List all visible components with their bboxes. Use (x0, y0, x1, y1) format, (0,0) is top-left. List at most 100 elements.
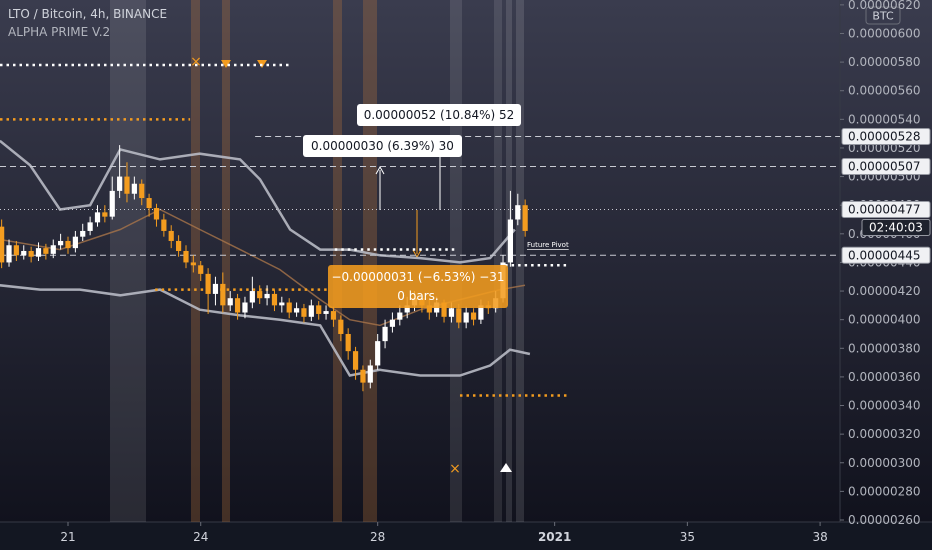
candle-body (220, 283, 226, 306)
candle-body (227, 298, 233, 306)
y-tick-label: 0.00000280 (848, 484, 921, 498)
x-tick-label: 38 (812, 530, 827, 544)
y-tick-label: 0.00000380 (848, 341, 921, 355)
candle-body (426, 305, 432, 313)
candle-body (441, 302, 447, 317)
measure-text: 0.00000052 (10.84%) 52 (364, 108, 515, 122)
candle-body (43, 248, 49, 254)
candle-body (153, 208, 160, 220)
x-tick-label: 24 (193, 530, 208, 544)
candle-body (522, 205, 528, 231)
candle-body (286, 302, 292, 313)
candle-body (146, 198, 152, 209)
candle-body (131, 183, 137, 194)
candle-body (117, 176, 123, 191)
candle-body (257, 291, 263, 299)
cross-marker: × (190, 54, 202, 70)
candle-body (87, 222, 93, 231)
price-tag-label: 0.00000528 (848, 130, 921, 144)
candle-body (448, 308, 455, 317)
measure-text: 0.00000030 (6.39%) 30 (311, 139, 454, 153)
candle-body (301, 308, 307, 317)
candle-body (338, 319, 344, 334)
countdown-tag (861, 218, 931, 236)
candle-body (323, 311, 329, 314)
currency-label[interactable]: BTC (872, 10, 894, 23)
band (191, 0, 200, 522)
candle-body (279, 302, 285, 306)
measure-box (303, 135, 462, 157)
candle-body (198, 265, 204, 274)
candle-body (397, 312, 403, 320)
candle-body (382, 326, 388, 342)
candle-body (94, 212, 101, 223)
candle-body (345, 333, 351, 352)
measure-detail: 0 bars. (397, 289, 438, 303)
y-tick-label: 0.00000600 (848, 26, 921, 40)
price-tag-label: 0.00000477 (848, 202, 921, 216)
triangle-down (221, 60, 231, 68)
price-tag-label: 0.00000445 (848, 248, 921, 262)
candle-body (367, 365, 373, 383)
candle-body (21, 250, 27, 256)
candle-body (58, 240, 64, 246)
candle-body (183, 250, 189, 263)
band-line (0, 284, 531, 377)
candle-body (389, 319, 396, 327)
x-tick-label: 35 (680, 530, 695, 544)
candle-body (80, 230, 86, 237)
candle-body (360, 369, 366, 383)
band (110, 0, 146, 522)
candle-body (308, 305, 314, 317)
chart-title: LTO / Bitcoin, 4h, BINANCE (8, 7, 167, 21)
candle-body (205, 273, 211, 294)
indicator-name: ALPHA PRIME V.2 (8, 25, 110, 39)
candle-body (50, 245, 56, 254)
candle-body (242, 302, 248, 313)
y-tick-label: 0.00000340 (848, 399, 921, 413)
candle-body (168, 230, 174, 241)
candle-body (124, 176, 130, 194)
candle-body (109, 190, 115, 217)
y-tick-label: 0.00000320 (848, 427, 921, 441)
candle-body (65, 240, 71, 249)
candle-body (375, 341, 381, 366)
candle-body (456, 308, 462, 323)
candle-body (515, 205, 521, 220)
candle-body (6, 245, 12, 263)
triangle-up (500, 463, 512, 472)
x-tick-label: 21 (60, 530, 75, 544)
countdown-label: 02:40:03 (869, 220, 923, 234)
candle-body (507, 219, 514, 263)
candle-body (161, 219, 167, 231)
candle-body (102, 212, 108, 217)
currency-button[interactable] (865, 6, 901, 25)
band (333, 0, 342, 522)
price-tag (841, 128, 931, 146)
price-tag (841, 246, 931, 264)
band (516, 0, 524, 522)
candle-body (316, 305, 322, 314)
price-tag (841, 200, 931, 218)
candle-body (249, 291, 255, 303)
candle-body (470, 312, 477, 320)
candle-body (0, 226, 5, 263)
candle-body (35, 248, 42, 257)
y-tick-label: 0.00000360 (848, 370, 921, 384)
y-tick-label: 0.00000580 (848, 55, 921, 69)
candle-body (72, 236, 78, 249)
band (494, 0, 502, 522)
measure-box (357, 104, 521, 126)
time-axis-background (0, 522, 932, 550)
y-tick-label: 0.00000300 (848, 456, 921, 470)
y-tick-label: 0.00000540 (848, 112, 921, 126)
candle-body (330, 311, 337, 320)
y-tick-label: 0.00000620 (848, 0, 921, 12)
candle-body (13, 245, 19, 256)
candle-body (478, 305, 484, 320)
y-tick-label: 0.00000420 (848, 284, 921, 298)
candle-body (176, 240, 182, 251)
y-tick-label: 0.00000260 (848, 513, 921, 527)
candle-body (264, 293, 270, 299)
